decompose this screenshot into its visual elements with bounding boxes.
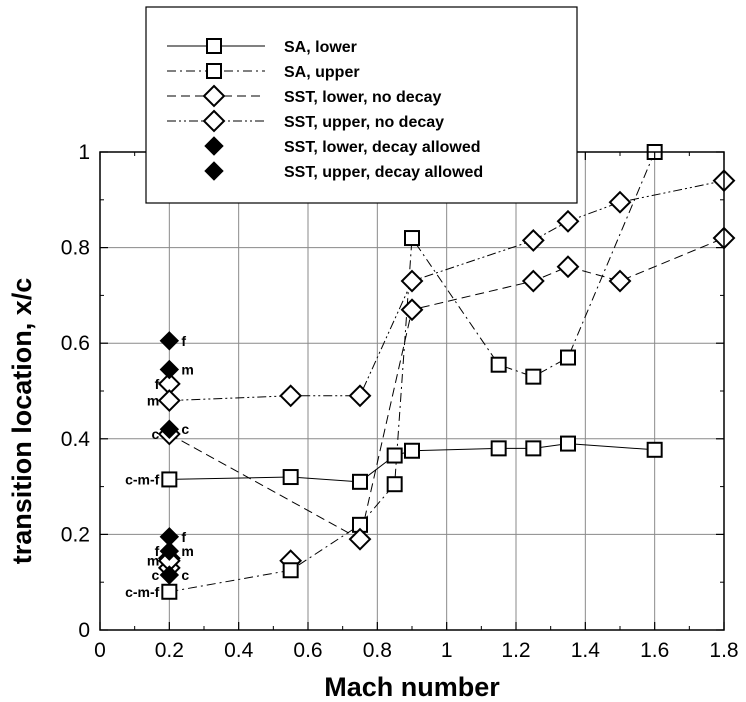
data-point-3 <box>521 229 545 252</box>
annotation-label: c <box>181 421 189 437</box>
x-tick-label: 1.2 <box>501 639 530 662</box>
data-point-1 <box>404 230 420 247</box>
annotation-label: c-m-f <box>125 471 160 487</box>
annotation-label: m <box>181 361 193 377</box>
grid <box>100 152 724 630</box>
y-tick-label: 0.8 <box>61 237 90 260</box>
data-point-3 <box>157 389 181 412</box>
annotation-label: f <box>155 543 160 559</box>
x-tick-label: 0.6 <box>293 639 322 662</box>
y-tick-label: 0 <box>78 619 90 642</box>
data-point-3 <box>279 384 303 408</box>
x-tick-label: 1.6 <box>640 639 669 662</box>
x-tick-label: 0 <box>94 639 106 662</box>
series-line-3 <box>169 180 725 402</box>
data-point-1 <box>161 583 178 600</box>
annotation-label: m <box>147 393 159 409</box>
annotation-label: c <box>181 567 189 583</box>
annotation-label: f <box>181 529 186 545</box>
y-tick-label: 1 <box>78 141 90 164</box>
x-tick-label: 0.2 <box>155 639 184 662</box>
legend-marker-2 <box>202 84 226 108</box>
legend-label-3: SST, upper, no decay <box>284 114 444 131</box>
data-point-5 <box>159 419 180 439</box>
data-point-3 <box>348 384 372 408</box>
legend-label-1: SA, upper <box>284 64 360 81</box>
data-point-1 <box>282 562 299 579</box>
data-point-0 <box>352 473 368 490</box>
x-tick-label: 0.4 <box>224 639 254 662</box>
data-point-0 <box>161 471 178 488</box>
legend-marker-0 <box>206 38 222 54</box>
data-point-2 <box>608 269 632 293</box>
data-point-3 <box>400 269 424 293</box>
data-point-4 <box>159 565 180 585</box>
data-point-5 <box>159 359 180 380</box>
tick-labels: 0 0.2 0.4 0.6 0.8 1 1.2 1.4 1.6 1.8 0 0.2 0.4 0.6 0.8 1 <box>61 141 739 662</box>
legend-label-2: SST, lower, no decay <box>284 89 441 106</box>
annotation-label: c <box>152 567 160 583</box>
data-point-2 <box>400 298 424 322</box>
data-point-1 <box>490 356 507 373</box>
data-point-0 <box>525 440 542 457</box>
data-point-0 <box>404 442 420 459</box>
legend-label-4: SST, lower, decay allowed <box>284 139 481 156</box>
annotation-label: f <box>181 333 186 349</box>
legend-marker-5 <box>204 161 224 181</box>
x-tick-label: 0.8 <box>363 639 392 662</box>
legend-marker-1 <box>206 63 222 79</box>
annotation-label: c-m-f <box>125 584 160 600</box>
data-point-2 <box>348 527 372 551</box>
data-point-2 <box>556 255 580 279</box>
x-tick-label: 1.4 <box>571 639 601 662</box>
legend-label-0: SA, lower <box>284 39 357 56</box>
legend-marker-3 <box>202 109 226 133</box>
x-tick-label: 1 <box>441 639 453 662</box>
legend-marker-4 <box>204 136 224 156</box>
legend-label-5: SST, upper, decay allowed <box>284 164 483 181</box>
data-point-1 <box>386 476 403 493</box>
data-point-3 <box>608 190 632 214</box>
annotation-label: m <box>181 543 193 559</box>
data-point-3 <box>556 209 580 233</box>
data-point-1 <box>525 368 542 385</box>
data-point-4 <box>159 541 180 561</box>
y-tick-label: 0.4 <box>61 428 91 451</box>
annotation-label: f <box>155 376 160 392</box>
data-point-5 <box>159 331 180 351</box>
series-markers <box>157 144 736 600</box>
series-line-1 <box>169 151 656 593</box>
annotation-label: m <box>147 553 159 569</box>
x-axis-title: Mach number <box>324 672 500 702</box>
y-tick-label: 0.2 <box>61 523 90 546</box>
y-axis-title: transition location, x/c <box>7 278 37 565</box>
annotation-label: c <box>152 426 160 442</box>
data-point-0 <box>560 435 576 452</box>
data-point-0 <box>490 440 507 457</box>
y-tick-label: 0.6 <box>61 332 90 355</box>
data-point-0 <box>646 441 663 458</box>
data-point-0 <box>386 447 403 464</box>
x-tick-label: 1.8 <box>709 639 738 662</box>
legend: SA, lower SA, upper SST, lower, no decay SS… <box>145 6 578 204</box>
data-point-2 <box>521 269 545 293</box>
data-point-0 <box>282 469 299 486</box>
data-point-1 <box>560 349 576 366</box>
